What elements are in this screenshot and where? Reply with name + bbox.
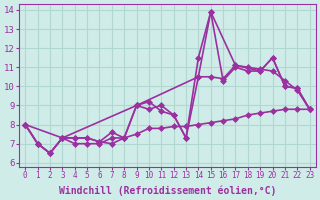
X-axis label: Windchill (Refroidissement éolien,°C): Windchill (Refroidissement éolien,°C)	[59, 185, 276, 196]
